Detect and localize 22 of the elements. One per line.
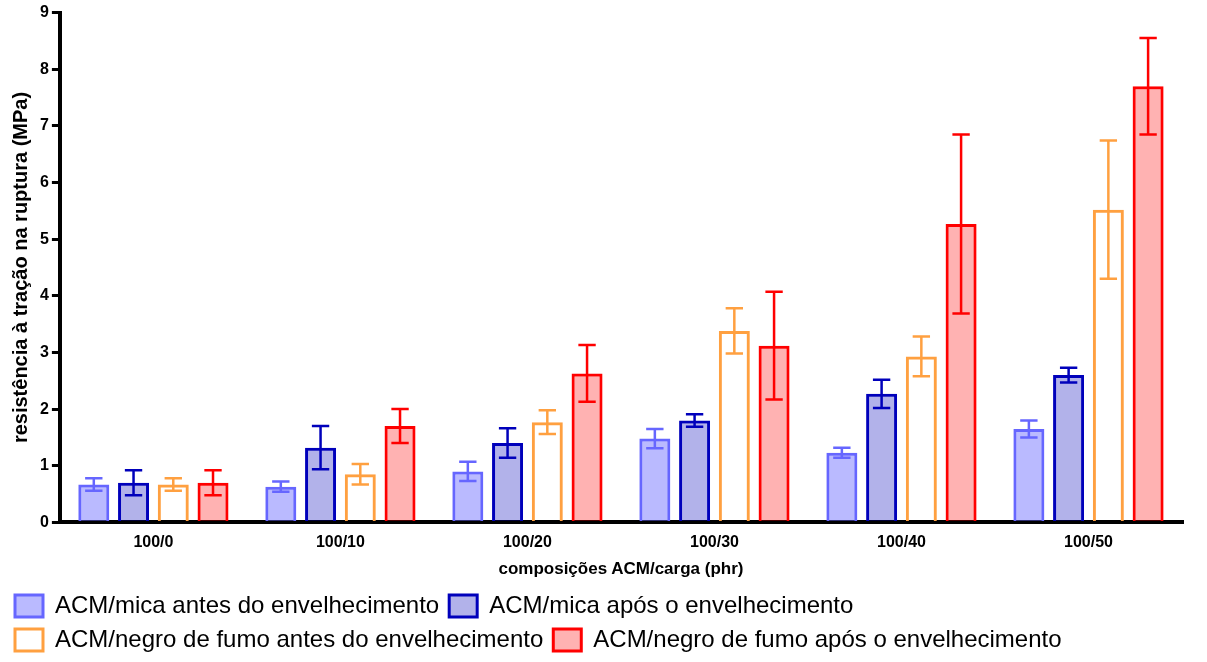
x-tick-label: 100/30 — [689, 533, 740, 551]
x-tick-label: 100/0 — [133, 533, 174, 551]
x-tick-label: 100/50 — [1064, 533, 1114, 551]
y-axis-title: resistência à tração na ruptura (MPa) — [8, 91, 31, 444]
y-tick-label: 5 — [39, 229, 49, 247]
y-tick-label: 7 — [39, 116, 49, 134]
legend-label: ACM/mica após o envelhecimento — [489, 590, 854, 618]
x-axis-title: composições ACM/carga (phr) — [498, 559, 744, 579]
x-tick-label: 100/10 — [315, 533, 365, 551]
y-tick-label: 6 — [39, 172, 49, 190]
legend-label: ACM/negro de fumo após o envelhecimento — [593, 624, 1062, 652]
y-tick-label: 3 — [39, 342, 49, 360]
y-tick-label: 4 — [39, 286, 49, 304]
legend-label: ACM/mica antes do envelhecimento — [55, 590, 440, 618]
y-tick-label: 1 — [39, 456, 49, 474]
x-tick-label: 100/20 — [502, 533, 553, 551]
y-tick-label: 2 — [39, 399, 49, 417]
legend-label: ACM/negro de fumo antes do envelhecimento — [55, 624, 544, 652]
x-tick-label: 100/40 — [877, 533, 927, 551]
y-tick-label: 0 — [39, 512, 49, 530]
y-tick-label: 9 — [39, 3, 49, 21]
y-tick-label: 8 — [39, 59, 49, 77]
